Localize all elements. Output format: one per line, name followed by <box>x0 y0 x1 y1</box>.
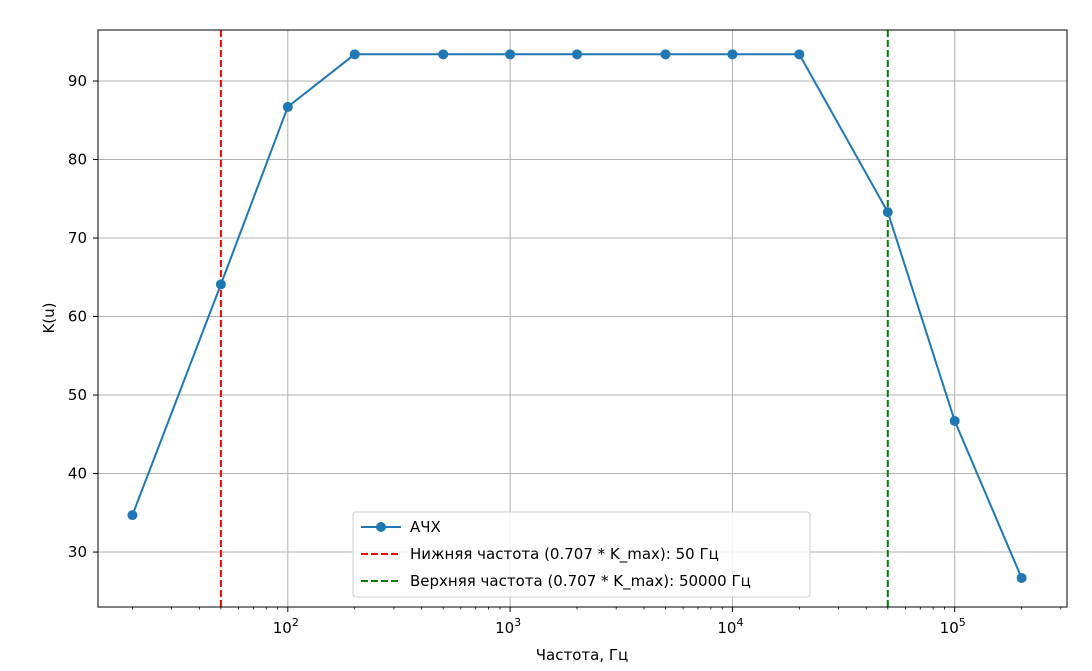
y-tick-label: 80 <box>68 151 87 169</box>
data-point <box>882 207 893 218</box>
data-point <box>949 415 960 426</box>
data-point <box>505 49 516 60</box>
data-point <box>727 49 738 60</box>
x-tick-label: 102 <box>273 616 299 637</box>
y-tick-label: 50 <box>68 386 87 404</box>
y-tick-label: 70 <box>68 229 87 247</box>
x-axis-ticks: 102 103 104 105 <box>132 607 1062 637</box>
y-tick-label: 40 <box>68 465 87 483</box>
data-point <box>1016 572 1027 583</box>
y-tick-label: 60 <box>68 308 87 326</box>
data-point <box>660 49 671 60</box>
y-tick-label: 30 <box>68 543 87 561</box>
data-point <box>794 49 805 60</box>
y-tick-label: 90 <box>68 72 87 90</box>
data-point <box>349 49 360 60</box>
legend-marker <box>376 522 386 532</box>
x-tick-label: 103 <box>495 616 521 637</box>
legend-label: АЧХ <box>410 518 441 536</box>
frequency-markers <box>219 30 889 607</box>
data-point <box>127 510 138 521</box>
legend-label: Нижняя частота (0.707 * K_max): 50 Гц <box>410 545 719 564</box>
data-point <box>215 279 226 290</box>
data-point <box>572 49 583 60</box>
legend-label: Верхняя частота (0.707 * K_max): 50000 Г… <box>410 572 751 591</box>
x-tick-label: 105 <box>940 616 966 637</box>
y-axis-label: K(u) <box>40 302 58 333</box>
data-point <box>438 49 449 60</box>
legend-box <box>352 511 811 598</box>
plot-frame <box>97 29 1068 608</box>
legend: АЧХ Нижняя частота (0.707 * K_max): 50 Гц… <box>352 511 811 598</box>
series-group <box>127 49 1027 583</box>
data-point <box>282 101 293 112</box>
x-axis-label: Частота, Гц <box>536 646 628 664</box>
grid <box>98 30 1067 607</box>
y-axis-ticks: 30 40 50 60 70 80 90 <box>68 72 98 561</box>
x-tick-label: 104 <box>717 616 743 637</box>
